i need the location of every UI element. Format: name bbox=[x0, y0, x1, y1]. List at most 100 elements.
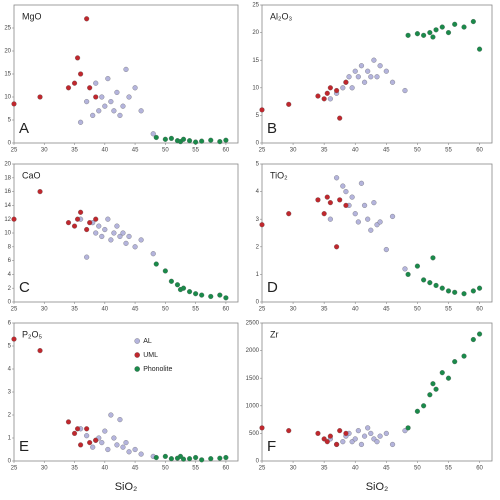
y-tick-label: 3 bbox=[256, 217, 260, 223]
data-point bbox=[452, 289, 458, 295]
y-tick-label: 0 bbox=[8, 300, 12, 306]
data-point bbox=[259, 222, 265, 228]
data-point bbox=[102, 103, 108, 109]
y-tick-label: 10 bbox=[252, 85, 259, 91]
data-point bbox=[368, 74, 374, 80]
y-tick-label: 6 bbox=[8, 321, 12, 327]
y-tick-label: 5 bbox=[8, 118, 12, 124]
data-point bbox=[132, 244, 138, 250]
x-tick-label: 25 bbox=[259, 307, 266, 313]
data-point bbox=[362, 202, 368, 208]
x-tick-label: 35 bbox=[321, 148, 328, 154]
data-point bbox=[126, 94, 132, 100]
data-point bbox=[180, 456, 187, 462]
data-point bbox=[65, 419, 72, 425]
data-point bbox=[223, 454, 229, 461]
y-tick-label: 14 bbox=[4, 203, 11, 209]
data-point bbox=[368, 430, 374, 436]
data-point bbox=[461, 353, 467, 359]
y-tick-label: 4 bbox=[8, 367, 12, 373]
data-point bbox=[193, 454, 199, 461]
data-point bbox=[340, 439, 346, 445]
y-tick-label: 8 bbox=[8, 244, 12, 250]
data-point bbox=[111, 108, 117, 114]
x-tick-label: 25 bbox=[259, 466, 266, 472]
y-tick-label: 1 bbox=[256, 272, 260, 278]
data-point bbox=[138, 451, 144, 457]
x-tick-label: 55 bbox=[192, 466, 199, 472]
data-point bbox=[414, 263, 420, 269]
data-point bbox=[126, 233, 132, 240]
data-point bbox=[123, 240, 129, 246]
x-tick-label: 55 bbox=[445, 307, 452, 313]
data-point bbox=[37, 94, 43, 100]
data-point bbox=[84, 433, 90, 439]
data-point bbox=[334, 244, 340, 250]
legend-marker bbox=[134, 352, 140, 358]
y-tick-label: 2 bbox=[8, 413, 12, 419]
y-tick-label: 20 bbox=[4, 49, 11, 55]
y-tick-label: 18 bbox=[4, 175, 11, 181]
data-point bbox=[315, 197, 321, 203]
data-point bbox=[349, 85, 355, 91]
data-point bbox=[153, 261, 159, 267]
y-tick-label: 15 bbox=[4, 72, 11, 78]
data-point bbox=[93, 80, 99, 86]
x-axis-label: SiO₂ bbox=[115, 481, 138, 493]
data-point bbox=[90, 112, 96, 118]
x-tick-label: 50 bbox=[162, 148, 169, 154]
data-point bbox=[439, 285, 445, 291]
plot-frame bbox=[13, 4, 239, 144]
y-tick-label: 0 bbox=[256, 300, 260, 306]
data-point bbox=[362, 79, 368, 85]
data-point bbox=[187, 138, 193, 144]
data-point bbox=[75, 426, 81, 432]
data-point bbox=[427, 30, 433, 36]
data-point bbox=[93, 94, 99, 100]
data-point bbox=[114, 442, 120, 448]
y-tick-label: 0 bbox=[8, 141, 12, 147]
x-tick-label: 25 bbox=[259, 148, 266, 154]
data-point bbox=[405, 32, 411, 38]
data-point bbox=[187, 456, 193, 462]
data-point bbox=[132, 446, 138, 453]
data-point bbox=[286, 101, 292, 107]
y-tick-label: 0 bbox=[256, 459, 260, 465]
x-tick-label: 60 bbox=[476, 466, 483, 472]
x-tick-label: 25 bbox=[11, 307, 18, 313]
data-point bbox=[371, 57, 377, 63]
y-tick-label: 2 bbox=[8, 286, 12, 292]
data-point bbox=[217, 139, 223, 145]
data-point bbox=[168, 456, 174, 462]
x-tick-label: 30 bbox=[290, 148, 297, 154]
data-point bbox=[84, 16, 90, 22]
data-point bbox=[286, 211, 292, 217]
legend-marker bbox=[134, 366, 140, 372]
data-point bbox=[421, 403, 427, 409]
data-point bbox=[117, 417, 123, 423]
data-point bbox=[105, 76, 111, 82]
panel-letter: D bbox=[267, 279, 278, 296]
data-point bbox=[223, 295, 229, 301]
data-point bbox=[470, 337, 476, 343]
data-point bbox=[334, 88, 340, 94]
x-tick-label: 55 bbox=[445, 466, 452, 472]
data-point bbox=[324, 194, 330, 200]
panel-title: P₂O₅ bbox=[22, 329, 42, 339]
data-point bbox=[374, 439, 380, 445]
data-point bbox=[383, 247, 389, 253]
data-point bbox=[168, 135, 174, 141]
data-point bbox=[327, 85, 333, 91]
data-point bbox=[343, 430, 349, 436]
data-point bbox=[84, 254, 90, 260]
data-point bbox=[352, 211, 358, 217]
data-point bbox=[430, 34, 436, 40]
data-point bbox=[96, 108, 102, 114]
data-point bbox=[105, 446, 111, 453]
data-point bbox=[355, 428, 361, 434]
data-point bbox=[162, 268, 168, 274]
x-tick-label: 45 bbox=[132, 148, 139, 154]
x-tick-label: 40 bbox=[101, 307, 108, 313]
legend-marker bbox=[134, 338, 140, 344]
data-point bbox=[193, 291, 199, 297]
